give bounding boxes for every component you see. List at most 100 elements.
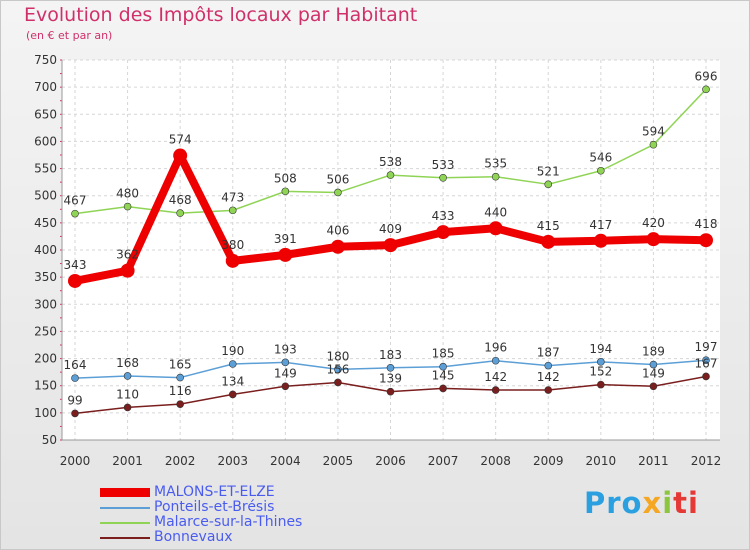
x-tick-label: 2012 [691,454,722,468]
data-label-0: 415 [537,219,560,233]
data-label-3: 156 [326,362,349,376]
data-label-2: 546 [589,151,612,165]
data-point-3 [334,378,342,387]
data-point-2 [334,188,342,197]
data-label-1: 164 [64,358,87,372]
proxiti-logo: Proxiti [584,486,699,520]
data-label-2: 538 [379,155,402,169]
y-tick-label: 300 [34,297,57,311]
legend-label-bonnevaux: Bonnevaux [154,529,233,545]
x-tick-label: 2001 [112,454,143,468]
data-point-0 [488,221,503,236]
data-point-3 [281,382,290,391]
legend-swatch-malarce [100,521,150,524]
y-tick-label: 600 [34,134,57,148]
data-point-1 [649,360,658,369]
data-label-3: 167 [695,356,718,370]
data-label-2: 468 [169,193,192,207]
y-tick-label: 50 [42,433,57,447]
x-tick-label: 2007 [428,454,459,468]
data-point-2 [439,174,447,182]
data-point-3 [228,390,237,399]
data-point-0 [330,239,345,254]
data-point-2 [228,206,237,215]
y-tick-label: 750 [34,53,57,67]
data-point-1 [176,373,184,382]
data-label-0: 343 [64,258,87,272]
data-point-3 [649,382,658,391]
data-label-1: 183 [379,348,402,362]
data-point-1 [386,363,395,372]
data-label-3: 99 [67,393,82,407]
legend-label-malarce: Malarce-sur-la-Thines [154,514,303,530]
data-label-1: 180 [326,349,349,363]
data-label-0: 574 [169,133,192,147]
y-tick-label: 400 [34,243,57,257]
x-tick-label: 2006 [375,454,406,468]
data-label-2: 533 [432,158,455,172]
x-tick-label: 2005 [323,454,354,468]
data-label-3: 142 [484,370,507,384]
data-point-2 [491,172,500,181]
data-point-1 [123,372,132,380]
data-point-0 [173,148,188,163]
data-label-0: 409 [379,222,402,236]
data-point-2 [702,85,710,94]
y-tick-label: 450 [34,216,57,230]
data-point-0 [646,232,661,247]
data-label-2: 508 [274,171,297,185]
data-label-3: 134 [221,374,244,388]
data-point-1 [439,362,447,371]
y-tick-label: 100 [34,406,57,420]
chart-title: Evolution des Impôts locaux par Habitant [24,4,418,26]
data-label-3: 116 [169,384,192,398]
data-point-0 [120,263,135,278]
data-point-0 [68,273,82,288]
data-label-0: 362 [116,248,139,262]
data-label-2: 467 [64,194,87,208]
data-point-3 [597,380,605,389]
data-label-3: 139 [379,372,402,386]
data-point-2 [176,209,184,217]
data-point-1 [334,365,342,374]
data-point-1 [71,374,79,382]
data-label-1: 168 [116,356,139,370]
y-tick-label: 200 [34,352,57,366]
data-label-0: 391 [274,232,297,246]
data-label-1: 194 [589,342,612,356]
data-point-0 [278,247,293,262]
legend-item-bonnevaux: Bonnevaux [100,530,302,545]
x-tick-label: 2008 [480,454,511,468]
data-point-2 [597,166,605,175]
y-tick-label: 500 [34,189,57,203]
legend-swatch-malons [100,488,150,497]
data-point-3 [439,384,447,393]
chart-subtitle: (en € et par an) [26,29,113,42]
data-point-0 [383,238,398,253]
data-point-3 [123,403,132,412]
legend-label-ponteils: Ponteils-et-Brésis [154,499,275,515]
data-label-1: 196 [484,341,507,355]
data-label-3: 149 [642,366,665,380]
data-point-1 [544,361,553,370]
legend-item-malons: MALONS-ET-ELZE [100,485,302,500]
data-label-3: 142 [537,370,560,384]
data-point-0 [225,253,240,268]
legend-swatch-ponteils [100,506,150,509]
data-point-3 [176,400,184,408]
x-tick-label: 2009 [533,454,564,468]
data-label-2: 696 [695,69,718,83]
legend: MALONS-ET-ELZE Ponteils-et-Brésis Malarc… [100,485,302,545]
data-point-3 [71,409,79,418]
data-point-2 [544,180,553,189]
data-point-0 [699,233,713,248]
y-tick-label: 350 [34,270,57,284]
data-label-1: 187 [537,346,560,360]
data-label-1: 193 [274,342,297,356]
data-label-0: 418 [695,217,718,231]
x-tick-label: 2004 [270,454,301,468]
data-label-3: 145 [432,368,455,382]
data-label-1: 189 [642,345,665,359]
data-point-0 [436,225,451,240]
